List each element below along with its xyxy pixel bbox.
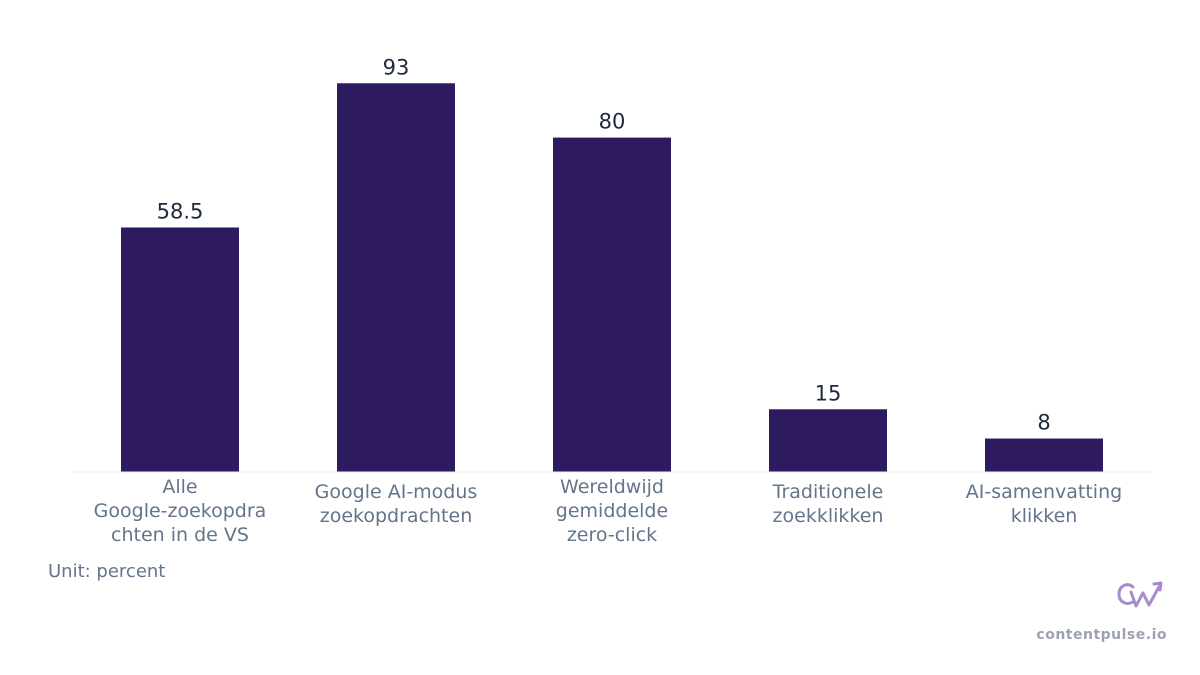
x-tick-label-0: Alle Google-zoekopdra chten in de VS	[94, 476, 267, 546]
x-tick-label-line: Google AI-modus	[315, 481, 478, 503]
value-label-3: 15	[815, 381, 842, 405]
bar-3	[769, 409, 887, 472]
bars-group	[121, 83, 1103, 472]
x-tick-label-line: Alle	[162, 476, 197, 498]
cp-logo-icon	[1116, 578, 1166, 616]
x-tick-label-2: Wereldwijd gemiddelde zero-click	[556, 476, 668, 546]
x-tick-label-line: zoekklikken	[773, 505, 884, 527]
x-tick-label-line: zero-click	[567, 524, 657, 546]
bar-0	[121, 227, 239, 472]
x-tick-label-3: Traditionele zoekklikken	[772, 481, 884, 527]
x-tick-label-line: zoekopdrachten	[320, 505, 472, 527]
x-tick-label-line: gemiddelde	[556, 500, 668, 522]
x-tick-label-line: Wereldwijd	[560, 476, 664, 498]
value-label-4: 8	[1037, 411, 1050, 435]
x-tick-label-line: chten in de VS	[111, 524, 249, 546]
value-label-0: 58.5	[157, 199, 204, 223]
value-label-2: 80	[599, 110, 626, 134]
brand-text: contentpulse.io	[1036, 627, 1167, 643]
x-tick-label-line: AI-samenvatting	[966, 481, 1122, 503]
bar-2	[553, 137, 671, 472]
x-tick-label-line: Traditionele	[772, 481, 884, 503]
x-tick-label-line: klikken	[1011, 505, 1078, 527]
value-labels-group: 58.5 93 80 15 8	[157, 55, 1051, 434]
x-tick-labels-group: Alle Google-zoekopdra chten in de VSGoogle…	[94, 476, 1123, 546]
bar-4	[985, 438, 1103, 472]
unit-label: Unit: percent	[48, 561, 166, 582]
x-tick-label-line: Google-zoekopdra	[94, 500, 267, 522]
x-tick-label-4: AI-samenvatting klikken	[966, 481, 1122, 527]
value-label-1: 93	[383, 55, 410, 79]
bar-1	[337, 83, 455, 472]
x-tick-label-1: Google AI-modus zoekopdrachten	[315, 481, 478, 527]
